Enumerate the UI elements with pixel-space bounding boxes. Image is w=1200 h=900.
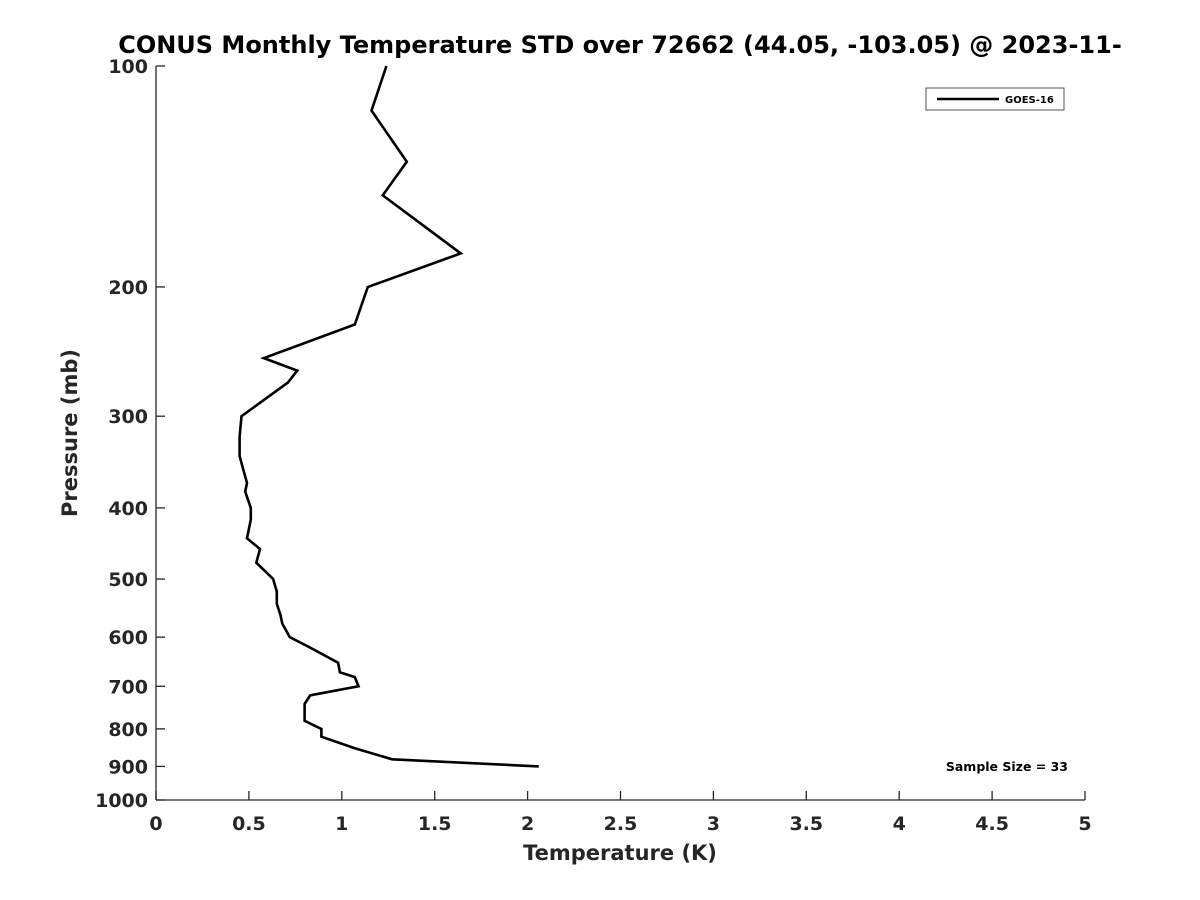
x-tick-label: 2.5 xyxy=(604,813,638,835)
chart-title: CONUS Monthly Temperature STD over 72662… xyxy=(118,31,1122,59)
x-axis-label: Temperature (K) xyxy=(523,841,717,865)
x-tick-label: 3 xyxy=(707,813,720,835)
y-axis-label: Pressure (mb) xyxy=(58,349,82,517)
legend: GOES-16 xyxy=(925,87,1065,111)
x-tick-label: 2 xyxy=(521,813,534,835)
y-tick-label: 800 xyxy=(108,719,148,741)
x-axis-ticks: 0 0.5 1 1.5 2 2.5 3 3.5 4 4.5 5 xyxy=(149,791,1092,835)
x-tick-label: 0.5 xyxy=(232,813,266,835)
y-tick-label: 600 xyxy=(108,627,148,649)
sample-size-annotation: Sample Size = 33 xyxy=(946,759,1068,774)
x-tick-label: 5 xyxy=(1078,813,1091,835)
series-line-goes16 xyxy=(238,65,539,768)
x-tick-label: 3.5 xyxy=(789,813,823,835)
y-tick-label: 300 xyxy=(108,406,148,428)
x-tick-label: 1.5 xyxy=(418,813,452,835)
x-tick-label: 1 xyxy=(335,813,348,835)
x-tick-label: 4.5 xyxy=(975,813,1009,835)
y-tick-label: 500 xyxy=(108,569,148,591)
y-tick-label: 700 xyxy=(108,676,148,698)
y-axis-ticks: 100 200 300 400 500 600 700 800 900 1000 xyxy=(95,56,165,812)
plot-area xyxy=(155,66,1085,801)
y-tick-label: 1000 xyxy=(95,790,148,812)
y-tick-label: 400 xyxy=(108,498,148,520)
y-tick-label: 100 xyxy=(108,56,148,78)
x-tick-label: 4 xyxy=(893,813,906,835)
x-tick-label: 0 xyxy=(149,813,162,835)
legend-label-goes16: GOES-16 xyxy=(1005,95,1054,106)
y-tick-label: 200 xyxy=(108,277,148,299)
y-tick-label: 900 xyxy=(108,756,148,778)
